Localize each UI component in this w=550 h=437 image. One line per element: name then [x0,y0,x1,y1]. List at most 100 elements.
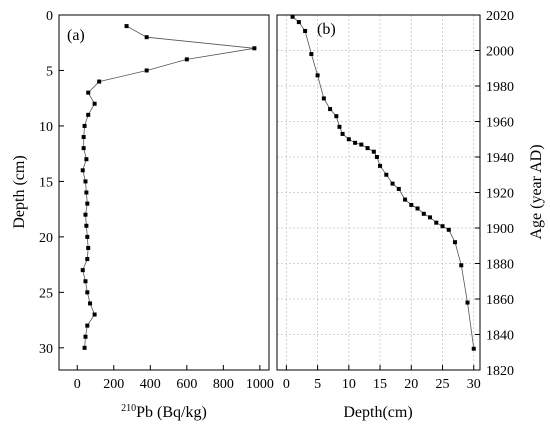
panel-a-x-tick-label: 600 [176,377,197,392]
panel-b-x-tick-label: 15 [373,377,387,392]
panel-b-data-point [334,114,339,119]
panel-a-y-tick-label: 25 [39,286,53,301]
panel-b-y-tick-label: 1860 [486,293,514,308]
panel-b-grid [277,15,480,370]
panel-b-data-point [459,263,464,268]
panel-a-data-point [81,146,86,151]
panel-a-data-point [97,79,102,84]
panel-a-y-tick-label: 15 [39,175,53,190]
panel-a-x-axis-title-superscript: 210 [121,403,136,414]
panel-a-data-point [85,290,90,295]
panel-a-data-point [184,57,189,62]
panel-a-points [80,24,257,350]
panel-a-data-point [84,157,89,162]
panel-b-data-point [337,124,342,129]
panel-b-x-axis-title: Depth(cm) [343,404,412,421]
panel-a-y-axis-title: Depth (cm) [11,155,28,228]
panel-a-x-axis-title: 210Pb (Bq/kg) [121,403,207,421]
panel-a-data-point [124,24,129,29]
panel-b-data-point [303,28,308,33]
panel-b-x-tick-label: 0 [283,377,290,392]
panel-a-x-tick-label: 800 [213,377,234,392]
panel-a-y-tick-label: 20 [39,231,53,246]
panel-b-y-tick-label: 1980 [486,80,514,95]
panel-b-data-point [290,14,295,19]
panel-b-y-tick-label: 1840 [486,329,514,344]
panel-a-y-tick-label: 0 [46,9,53,24]
panel-a-y-tick-label: 10 [39,120,53,135]
panel-a: 0 200 400 600 800 1000 0 5 10 15 20 25 30 (a) Depth … [11,9,274,421]
panel-b-data-point [384,172,389,177]
panel-b-data-point [371,149,376,154]
panel-a-data-point [86,245,91,250]
panel-b-data-point [340,131,345,136]
panel-a-data-point [92,101,97,106]
panel-a-x-tick-label: 400 [140,377,161,392]
panel-a-data-point [92,312,97,317]
panel-b-label: (b) [317,21,336,38]
panel-b-data-point [434,220,439,225]
panel-b-x-tick-label: 25 [436,377,450,392]
panel-b-data-point [321,96,326,101]
panel-b-ticks: 0 5 10 15 20 25 30 1820 1840 1860 1880 1900 1920 1940… [283,9,514,392]
panel-a-series-line [82,25,255,348]
panel-b-data-point [365,146,370,151]
panel-a-data-point [83,279,88,284]
panel-a-data-point [84,223,89,228]
panel-b-data-point [415,206,420,211]
panel-a-data-point [83,179,88,184]
panel-a-data-point [84,190,89,195]
panel-a-x-tick-label: 200 [103,377,124,392]
panel-a-x-axis-title-main: Pb (Bq/kg) [136,404,207,421]
panel-b-data-point [328,107,333,112]
panel-b-data-point [440,224,445,229]
panel-b-x-tick-label: 10 [342,377,356,392]
panel-a-data-point [85,257,90,262]
panel-a-data-point [80,168,85,173]
panel-a-label: (a) [67,27,85,44]
panel-b-data-point [315,73,320,78]
panel-a-y-tick-label: 5 [46,64,53,79]
panel-a-data-point [86,90,91,95]
panel-a-data-point [86,112,91,117]
panel-b-data-point [359,142,364,147]
panel-a-data-point [80,268,85,273]
panel-a-data-point [85,323,90,328]
panel-a-data-point [144,68,149,73]
panel-b-data-point [446,227,451,232]
panel-b-data-point [390,181,395,186]
panel-b-y-tick-label: 1880 [486,258,514,273]
panel-a-data-point [252,46,257,51]
panel-a-data-point [83,334,88,339]
panel-b-data-point [378,163,383,168]
panel-b-y-tick-label: 1820 [486,364,514,379]
panel-b-y-tick-label: 1920 [486,187,514,202]
panel-b-data-point [396,186,401,191]
panel-b-data-point [421,211,426,216]
panel-b-data-point [403,197,408,202]
panel-b-y-tick-label: 1940 [486,151,514,166]
panel-a-data-point [81,135,86,140]
panel-a-data-point [85,234,90,239]
panel-b-y-tick-label: 1900 [486,222,514,237]
panel-a-x-tick-label: 0 [74,377,81,392]
panel-b: 0 5 10 15 20 25 30 1820 1840 1860 1880 1900 1920 1940… [276,9,545,421]
panel-b-data-point [374,155,379,159]
panel-b-x-tick-label: 20 [404,377,418,392]
panel-b-points [290,14,476,351]
panel-a-data-point [88,301,93,306]
panel-b-y-axis-title: Age (year AD) [528,144,545,239]
panel-b-data-point [471,346,476,351]
panel-a-frame [58,14,270,371]
panel-b-data-point [409,202,414,207]
panel-b-y-tick-label: 2020 [486,9,514,24]
panel-b-x-tick-label: 5 [314,377,321,392]
panel-b-data-point [309,52,314,57]
panel-a-data-point [144,35,149,40]
panel-b-x-tick-label: 30 [467,377,481,392]
panel-b-data-point [428,215,433,220]
panel-a-data-point [83,212,88,217]
panel-b-data-point [453,240,458,245]
panel-b-y-tick-label: 2000 [486,45,514,60]
